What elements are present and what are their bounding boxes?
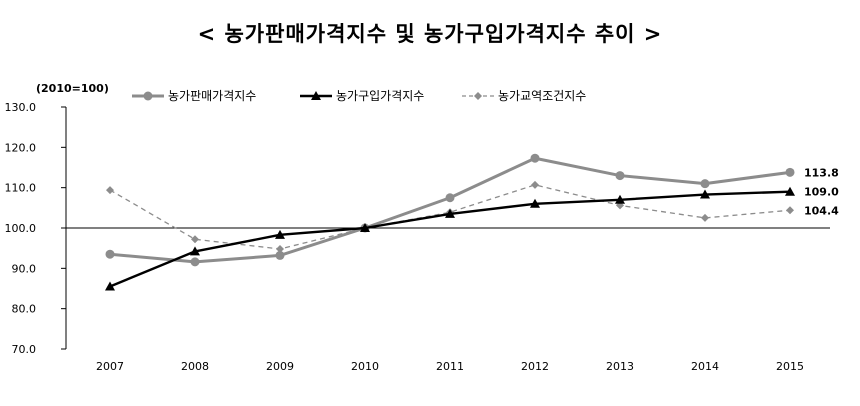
data-point [275,229,285,239]
series-1 [105,153,795,267]
x-tick-label: 2011 [436,360,464,373]
data-point [360,223,370,232]
x-tick-label: 2010 [351,360,379,373]
data-point [786,206,794,215]
data-point [700,179,710,189]
data-point [275,250,285,260]
series-layer [105,153,795,291]
data-point [700,189,710,199]
data-point [276,244,284,253]
data-point [190,257,200,267]
data-point [445,193,455,203]
unit-label: (2010=100) [36,82,109,95]
end-labels: 113.8 109.0 104.4 [804,166,839,217]
x-tick-label: 2014 [691,360,719,373]
data-point [785,167,795,177]
x-axis-ticks: 2007 2008 2009 2010 2011 2012 2013 2014 2015 [96,360,804,373]
y-tick-label: 70.0 [12,343,37,356]
series-line [109,190,791,288]
data-point [701,213,709,222]
data-point [191,235,199,244]
y-tick-label: 80.0 [12,303,37,316]
legend-marker [143,91,153,101]
x-tick-label: 2013 [606,360,634,373]
legend-marker [474,92,482,100]
legend-marker [311,91,321,100]
data-point [615,194,625,204]
x-tick-label: 2008 [181,360,209,373]
y-tick-label: 120.0 [5,141,37,154]
x-tick-label: 2015 [776,360,804,373]
data-point [105,249,115,259]
data-point [105,281,115,291]
end-value-label: 109.0 [804,186,839,199]
y-tick-label: 130.0 [5,101,37,114]
legend-item: 농가판매가격지수 [132,89,256,103]
data-point [190,246,200,256]
data-point [106,186,114,195]
y-tick-label: 100.0 [5,222,37,235]
legend-label: 농가판매가격지수 [168,89,256,103]
legend-item: 농가교역조건지수 [462,89,586,103]
data-point [531,180,539,189]
y-tick-label: 90.0 [12,262,37,275]
legend-item: 농가구입가격지수 [300,89,424,103]
data-point [530,198,540,208]
y-axis-ticks: 70.0 80.0 90.0 100.0 110.0 120.0 130.0 [5,101,66,356]
legend-label: 농가교역조건지수 [498,89,586,103]
end-value-label: 113.8 [804,166,839,179]
y-tick-label: 110.0 [5,182,37,195]
data-point [615,171,625,181]
legend: 농가판매가격지수 농가구입가격지수 농가교역조건지수 [132,89,586,103]
x-tick-label: 2012 [521,360,549,373]
x-tick-label: 2009 [266,360,294,373]
data-point [530,153,540,163]
x-tick-label: 2007 [96,360,124,373]
chart-title: < 농가판매가격지수 및 농가구입가격지수 추이 > [197,22,663,46]
end-value-label: 104.4 [804,204,839,217]
series-line [109,184,791,250]
legend-label: 농가구입가격지수 [336,89,424,103]
data-point [445,208,455,218]
data-point [785,186,795,196]
series-2 [105,186,795,291]
